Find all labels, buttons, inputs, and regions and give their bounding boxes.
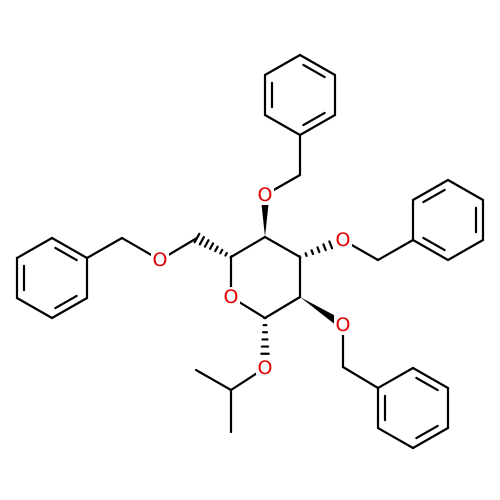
hash-bond [214,245,219,253]
bond [422,188,446,204]
bond [411,366,450,390]
atom-label: O [336,229,351,251]
bond [263,113,302,137]
hash-bond [304,252,308,257]
atom-label: O [153,249,168,271]
bond [376,366,415,390]
atom-label: O [258,357,273,379]
bond [341,365,380,390]
bond [194,368,233,392]
bond [415,424,439,440]
hash-bond [316,246,321,254]
hash-bond [224,251,228,257]
bond [302,111,326,127]
bond [229,235,267,259]
bond [85,236,124,260]
label-backdrop [256,358,274,378]
hash-bond [198,235,206,246]
bond [15,296,54,320]
bonds [15,53,485,450]
hash-bond [310,249,315,256]
atom-label: O [224,286,239,308]
hash-bond [208,242,215,250]
bond [411,178,450,202]
bond [298,53,337,77]
bond [15,236,54,260]
bond [411,238,450,262]
wedge-bond [260,195,270,237]
atom-label: O [258,184,273,206]
atom-labels: O O O O O O [151,184,352,379]
atom-label: O [336,314,351,336]
label-backdrop [222,287,240,307]
bond [263,235,302,259]
bond [50,296,89,320]
label-backdrop [151,250,169,270]
bond [411,426,450,450]
hash-bond [322,243,327,252]
label-backdrop [334,230,352,250]
bond [263,53,302,77]
label-backdrop [334,315,352,335]
hash-bond [229,255,233,259]
bond [376,426,415,450]
bond [298,113,337,137]
bond [54,246,78,262]
bond [50,236,89,260]
hash-bond [203,239,210,248]
bond [376,238,415,262]
hash-bond [219,248,224,255]
bond [446,238,485,262]
hash-bond [328,240,334,250]
bond [263,295,302,320]
bond [54,294,78,310]
label-backdrop [256,185,274,205]
bond [415,376,439,392]
bond [446,178,485,202]
hash-bond [298,255,302,259]
bond [302,63,326,79]
bond [422,236,446,252]
